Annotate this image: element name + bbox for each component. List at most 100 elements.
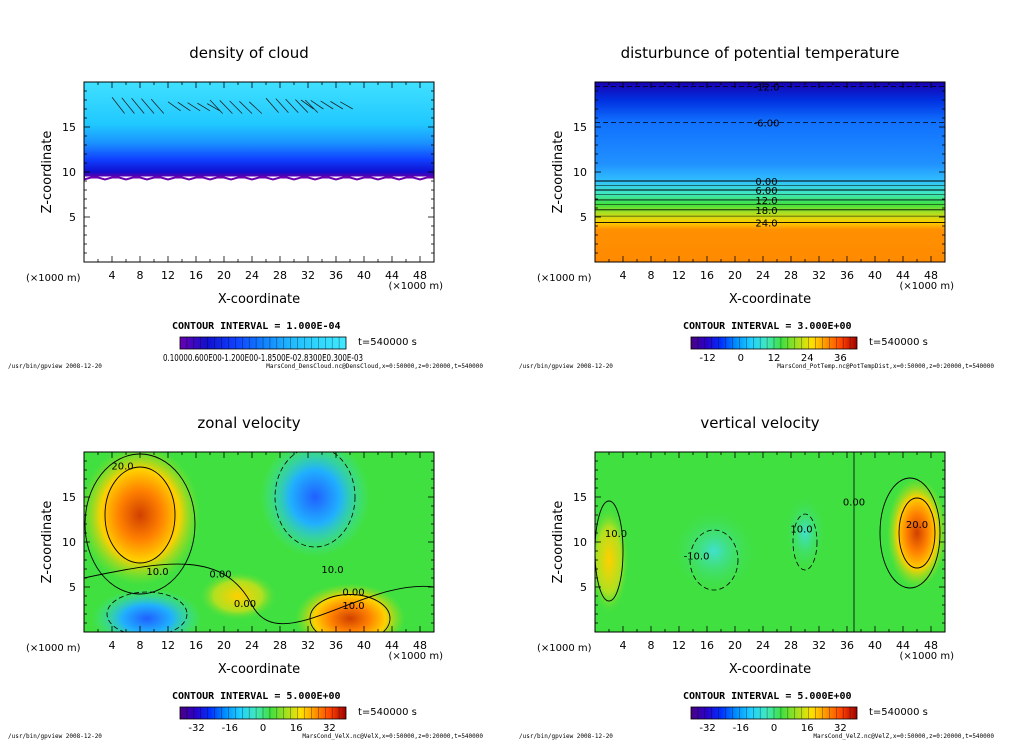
y-tick-label: 10	[573, 536, 587, 549]
heatmap-field	[595, 82, 945, 262]
time-label: t=540000 s	[358, 707, 417, 718]
contour-line	[595, 500, 624, 602]
heatmap-field	[84, 82, 434, 262]
x-tick-label: 24	[245, 639, 259, 652]
colorbar-tick-label: 0	[260, 723, 266, 734]
y-axis-unit: (×1000 m)	[26, 643, 81, 654]
x-axis-label: X-coordinate	[218, 662, 300, 677]
y-tick-label: 15	[62, 491, 76, 504]
contour-label: 0.00	[342, 588, 364, 599]
x-tick-label: 32	[301, 639, 315, 652]
x-tick-label: 12	[161, 269, 175, 282]
colorbar-tick-label: -16	[733, 723, 749, 734]
cloud-contour-line	[265, 97, 279, 113]
x-tick-label: 16	[189, 269, 203, 282]
cloud-contour-line	[219, 100, 233, 114]
time-label: t=540000 s	[358, 337, 417, 348]
footer-source: MarsCond_VelX.nc@VelX,x=0:50000,z=0:2000…	[302, 733, 483, 740]
x-axis-label: X-coordinate	[729, 662, 811, 677]
cloud-contour-line	[121, 97, 135, 114]
x-tick-label: 48	[924, 269, 938, 282]
x-tick-label: 40	[357, 639, 371, 652]
negative-flow-region	[260, 452, 370, 557]
x-tick-label: 28	[784, 269, 798, 282]
x-tick-label: 28	[784, 639, 798, 652]
colorbar-tick-label: 16	[801, 723, 814, 734]
y-axis-label: Z-coordinate	[40, 501, 55, 584]
downdraft-region	[669, 506, 759, 596]
cloud-contour-line	[111, 97, 125, 114]
contour-label: 10.0	[605, 529, 627, 540]
cloud-contour-line	[248, 101, 263, 114]
x-tick-label: 48	[924, 639, 938, 652]
cloud-contour-line	[197, 102, 211, 112]
colorbar-tick-label: -16	[222, 723, 238, 734]
cloud-contour-line	[229, 100, 243, 114]
footer-source: MarsCond_DensCloud.nc@DensCloud,x=0:5000…	[266, 363, 483, 370]
colorbar-tick-label: 24	[801, 353, 814, 364]
colorbar-tick-label: 32	[323, 723, 336, 734]
contour-line	[792, 513, 818, 571]
y-tick-label: 10	[62, 536, 76, 549]
x-tick-label: 32	[812, 639, 826, 652]
x-tick-label: 16	[700, 639, 714, 652]
updraft-region	[887, 478, 945, 588]
contour-line	[879, 477, 941, 589]
x-tick-label: 20	[728, 639, 742, 652]
y-tick-label: 15	[573, 491, 587, 504]
x-tick-label: 4	[620, 639, 627, 652]
colorbar-tick-label: 12	[768, 353, 781, 364]
y-tick-label: 10	[62, 166, 76, 179]
x-tick-label: 24	[245, 269, 259, 282]
contour-label: 10.0	[321, 565, 343, 576]
x-axis-label: X-coordinate	[218, 292, 300, 307]
contour-interval: CONTOUR INTERVAL = 5.000E+00	[172, 691, 341, 702]
y-tick-label: 5	[69, 581, 76, 594]
x-tick-label: 32	[812, 269, 826, 282]
x-tick-label: 16	[700, 269, 714, 282]
x-tick-label: 4	[109, 269, 116, 282]
y-axis-unit: (×1000 m)	[537, 643, 592, 654]
cloud-contour-line	[275, 98, 289, 113]
contour-label: 6.00	[755, 186, 777, 197]
contour-label: 0.00	[234, 599, 256, 610]
footer-source: MarsCond_PotTemp.nc@PotTempDist,x=0:5000…	[777, 363, 994, 370]
contour-line	[106, 591, 188, 632]
x-tick-label: 12	[672, 269, 686, 282]
x-tick-label: 20	[217, 269, 231, 282]
colorbar-tick-label: -12	[699, 353, 715, 364]
contour-line	[84, 563, 434, 625]
chart-title: zonal velocity	[197, 414, 300, 432]
contour-label: 18.0	[755, 206, 777, 217]
cloud-contour-line	[207, 103, 220, 112]
heatmap-field	[84, 452, 434, 632]
y-axis-label: Z-coordinate	[40, 131, 55, 214]
contour-label: -6.00	[754, 119, 780, 130]
x-axis-unit: (×1000 m)	[388, 651, 443, 662]
x-tick-label: 36	[840, 269, 854, 282]
cloud-contour-line	[177, 101, 191, 112]
x-tick-label: 44	[896, 269, 910, 282]
x-tick-label: 12	[672, 639, 686, 652]
cloud-contour-line	[141, 98, 155, 114]
x-axis-unit: (×1000 m)	[899, 651, 954, 662]
colorbar-tick-label: 0	[738, 353, 744, 364]
time-label: t=540000 s	[869, 707, 928, 718]
contour-interval: CONTOUR INTERVAL = 5.000E+00	[683, 691, 852, 702]
cloud-contour-line	[131, 97, 145, 114]
cloud-contour-line	[300, 99, 314, 110]
contour-label: 20.0	[111, 462, 133, 473]
y-tick-label: 15	[62, 121, 76, 134]
positive-jet-region	[295, 583, 405, 632]
cloud-contour-line	[304, 99, 319, 113]
x-tick-label: 24	[756, 269, 770, 282]
cloud-contour-line	[340, 101, 353, 110]
colorbar-tick-label: 32	[834, 723, 847, 734]
cloud-layer	[84, 82, 434, 177]
y-tick-label: 5	[580, 581, 587, 594]
y-tick-label: 5	[580, 211, 587, 224]
y-tick-label: 10	[573, 166, 587, 179]
x-tick-label: 8	[137, 639, 144, 652]
